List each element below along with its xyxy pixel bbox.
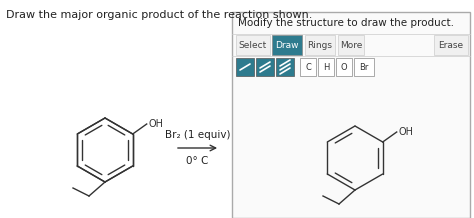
- Bar: [354, 58, 374, 76]
- Bar: [336, 58, 352, 76]
- Text: Rings: Rings: [308, 41, 332, 49]
- Text: More: More: [340, 41, 362, 49]
- Bar: [232, 12, 470, 218]
- Bar: [272, 35, 302, 55]
- Text: Draw: Draw: [275, 41, 299, 49]
- Bar: [276, 58, 294, 76]
- Bar: [236, 58, 254, 76]
- Bar: [256, 58, 274, 76]
- Text: Br₂ (1 equiv): Br₂ (1 equiv): [165, 130, 230, 140]
- Text: H: H: [323, 63, 329, 72]
- Text: OH: OH: [399, 127, 414, 137]
- Text: Select: Select: [239, 41, 267, 49]
- Bar: [434, 35, 468, 55]
- Text: Modify the structure to draw the product.: Modify the structure to draw the product…: [238, 18, 454, 28]
- Text: 0° C: 0° C: [186, 156, 209, 166]
- Text: OH: OH: [149, 119, 164, 129]
- Bar: [318, 58, 334, 76]
- Text: Br: Br: [359, 63, 369, 72]
- Text: O: O: [341, 63, 347, 72]
- Text: Erase: Erase: [438, 41, 464, 49]
- Text: Draw the major organic product of the reaction shown.: Draw the major organic product of the re…: [6, 10, 312, 20]
- Text: C: C: [305, 63, 311, 72]
- Bar: [300, 58, 316, 76]
- Bar: [236, 35, 270, 55]
- Bar: [305, 35, 335, 55]
- Bar: [338, 35, 364, 55]
